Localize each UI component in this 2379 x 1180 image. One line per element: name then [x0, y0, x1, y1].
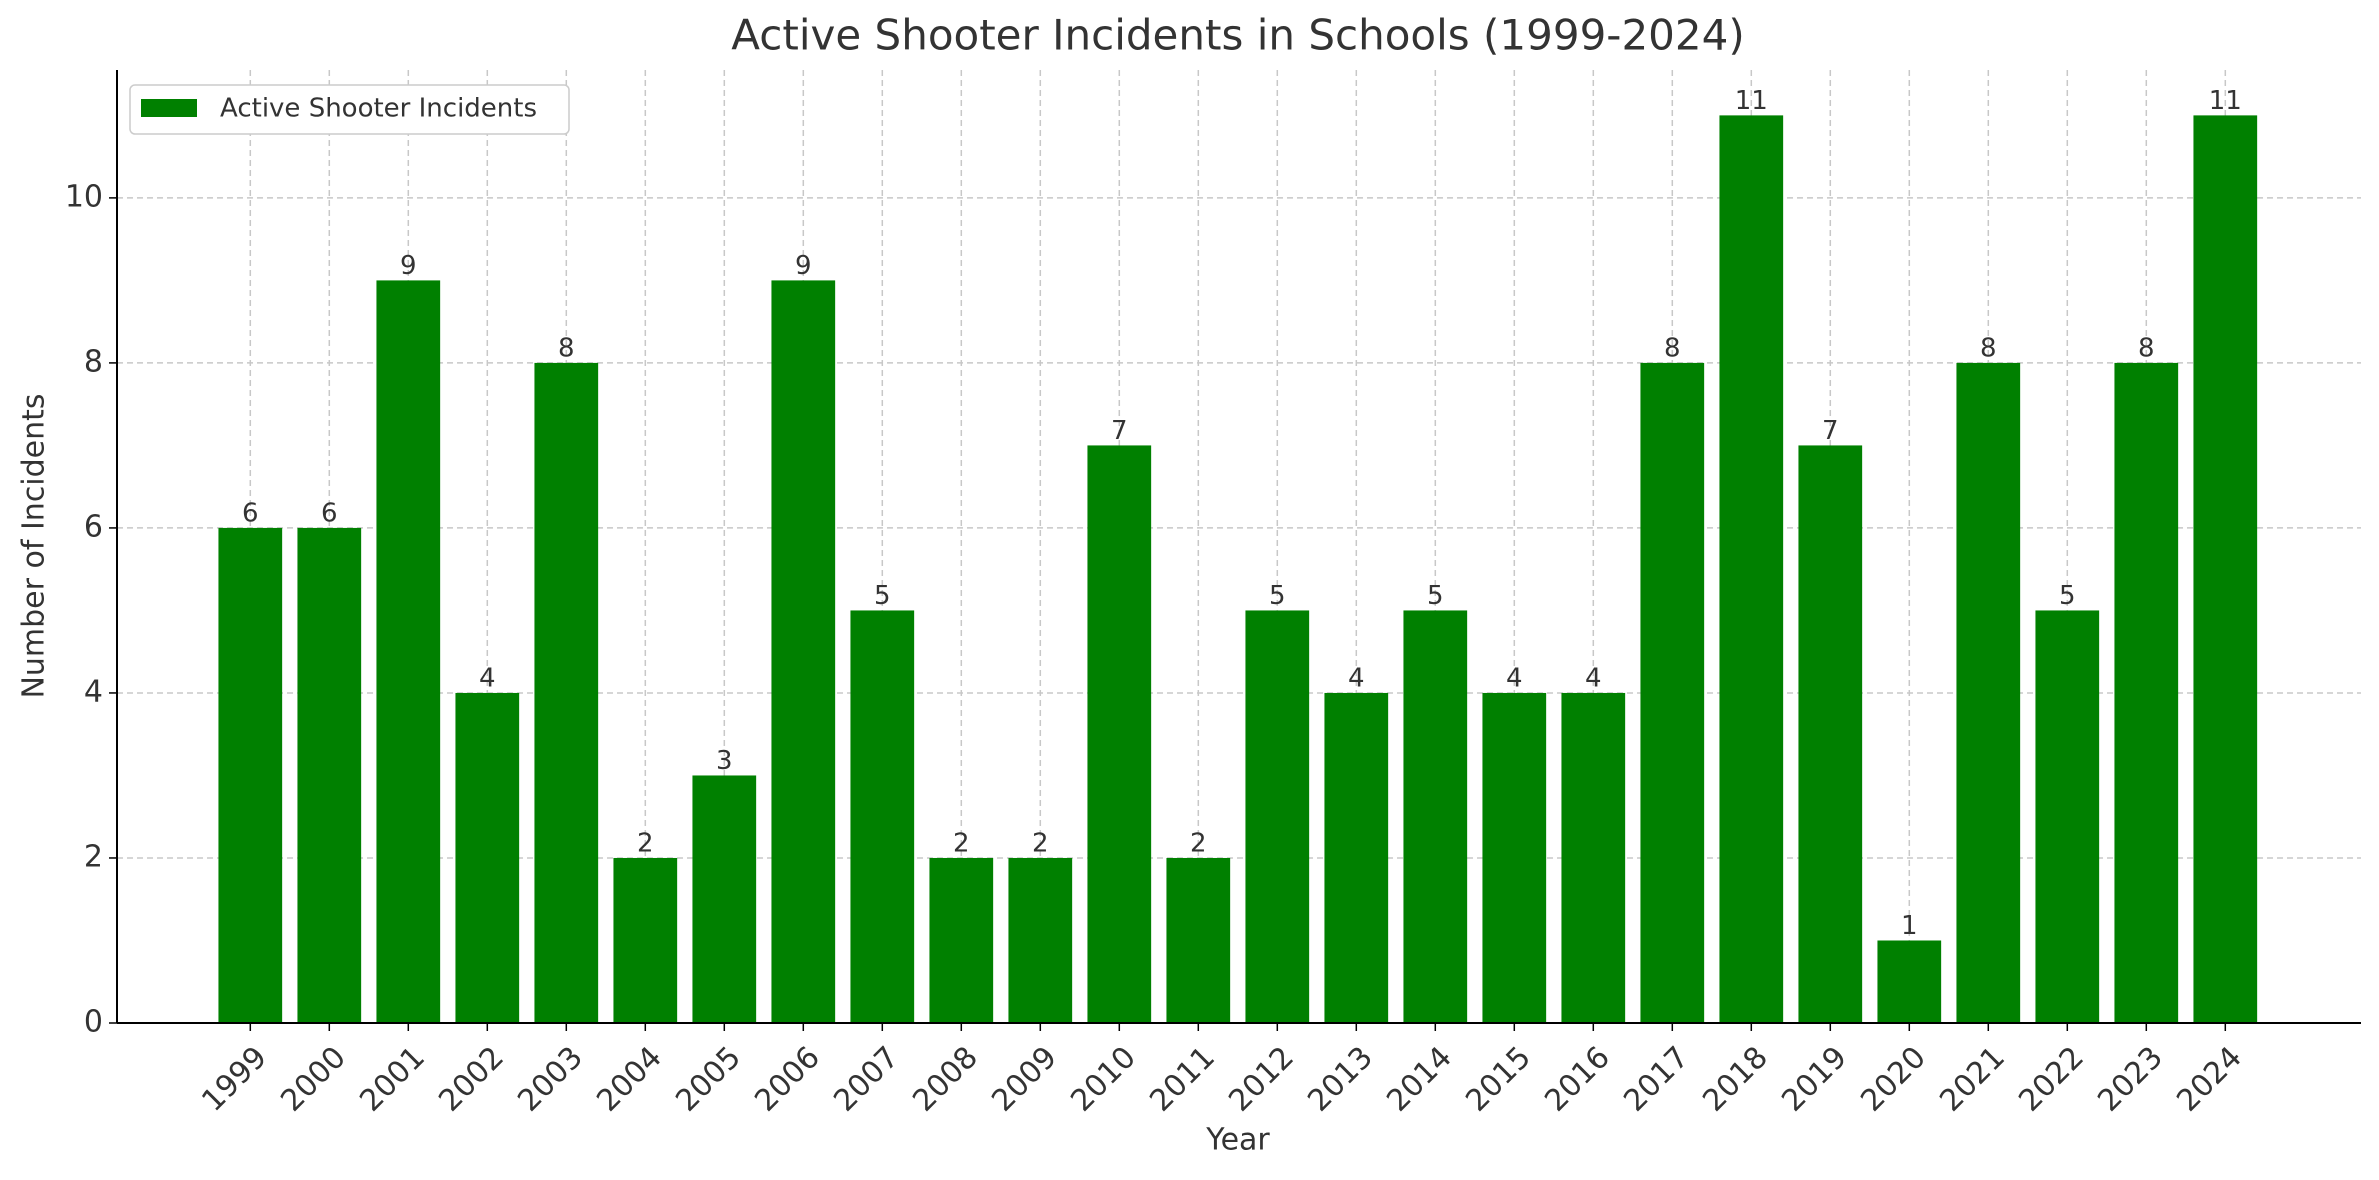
value-label: 5: [1269, 581, 1286, 611]
legend-box: [129, 84, 570, 135]
x-tick-label: 2003: [511, 1040, 590, 1119]
value-label: 5: [1427, 581, 1444, 611]
value-label: 11: [1735, 86, 1768, 116]
value-label: 4: [1585, 663, 1602, 693]
x-tick-label: 2007: [827, 1040, 906, 1119]
y-tick-label: 10: [65, 179, 103, 214]
x-tick-label: 2018: [1696, 1040, 1775, 1119]
bar: [534, 362, 599, 1023]
bar: [850, 610, 915, 1023]
bar: [1956, 362, 2021, 1023]
bar: [1245, 610, 1310, 1023]
value-label: 7: [1822, 416, 1839, 446]
bar: [455, 692, 520, 1023]
x-tick-label: 2010: [1064, 1040, 1143, 1119]
x-tick-label: 2011: [1143, 1040, 1222, 1119]
bar: [2035, 610, 2100, 1023]
bar: [218, 527, 283, 1023]
x-tick-label: 2000: [274, 1040, 353, 1119]
y-tick-label: 8: [84, 344, 103, 379]
x-tick-label: 2016: [1538, 1040, 1617, 1119]
bar: [1087, 445, 1152, 1023]
x-tick-label: 2017: [1617, 1040, 1696, 1119]
value-label: 9: [795, 251, 812, 281]
value-label: 8: [558, 333, 575, 363]
bar: [1008, 857, 1073, 1023]
bar: [692, 775, 757, 1023]
x-tick-label: 2012: [1222, 1040, 1301, 1119]
value-label: 9: [400, 251, 417, 281]
chart-title: Active Shooter Incidents in Schools (199…: [731, 11, 1744, 60]
bar: [297, 527, 362, 1023]
bar: [1561, 692, 1626, 1023]
x-tick-label: 2006: [748, 1040, 827, 1119]
y-tick-label: 2: [84, 839, 103, 874]
bar: [2114, 362, 2179, 1023]
bar: [1877, 940, 1942, 1023]
value-label: 4: [479, 663, 496, 693]
bar: [771, 280, 836, 1023]
x-tick-label: 2013: [1301, 1040, 1380, 1119]
x-tick-label: 2020: [1854, 1040, 1933, 1119]
x-tick-label: 2004: [590, 1040, 669, 1119]
bar: [1640, 362, 1705, 1023]
bar: [376, 280, 441, 1023]
x-tick-label: 2021: [1933, 1040, 2012, 1119]
x-tick-label: 2022: [2012, 1040, 2091, 1119]
x-tick-label: 2002: [432, 1040, 511, 1119]
value-label: 11: [2209, 86, 2242, 116]
x-tick-label: 1999: [195, 1040, 274, 1119]
bar: [1719, 115, 1784, 1023]
legend-label: Active Shooter Incidents: [220, 94, 537, 124]
value-label: 2: [637, 828, 654, 858]
x-tick-label: 2009: [985, 1040, 1064, 1119]
bar: [1798, 445, 1863, 1023]
y-axis-label: Number of Incidents: [17, 393, 52, 698]
bar: [1166, 857, 1231, 1023]
bar: [929, 857, 994, 1023]
x-tick-label: 2015: [1459, 1040, 1538, 1119]
value-label: 5: [874, 581, 891, 611]
value-label: 2: [953, 828, 970, 858]
bar: [1324, 692, 1389, 1023]
value-label: 8: [2138, 333, 2155, 363]
x-tick-label: 2005: [669, 1040, 748, 1119]
x-tick-label: 2024: [2170, 1040, 2249, 1119]
bar: [2193, 115, 2258, 1023]
bar: [613, 857, 678, 1023]
y-tick-label: 4: [84, 674, 103, 709]
value-label: 4: [1348, 663, 1365, 693]
x-tick-label: 2014: [1380, 1040, 1459, 1119]
value-label: 4: [1506, 663, 1523, 693]
value-label: 5: [2059, 581, 2076, 611]
value-label: 6: [242, 498, 259, 528]
value-label: 8: [1664, 333, 1681, 363]
value-label: 6: [321, 498, 338, 528]
bar: [1403, 610, 1468, 1023]
value-label: 8: [1980, 333, 1997, 363]
bar: [1482, 692, 1547, 1023]
y-tick-label: 6: [84, 509, 103, 544]
value-label: 1: [1901, 911, 1918, 941]
x-axis-label: Year: [1205, 1123, 1270, 1158]
value-label: 3: [716, 746, 733, 776]
value-label: 2: [1190, 828, 1207, 858]
value-label: 2: [1032, 828, 1049, 858]
x-tick-label: 2008: [906, 1040, 985, 1119]
x-tick-label: 2019: [1775, 1040, 1854, 1119]
x-tick-label: 2023: [2091, 1040, 2170, 1119]
y-tick-label: 0: [84, 1005, 103, 1040]
x-tick-label: 2001: [353, 1040, 432, 1119]
value-label: 7: [1111, 416, 1128, 446]
legend-swatch: [141, 99, 197, 117]
